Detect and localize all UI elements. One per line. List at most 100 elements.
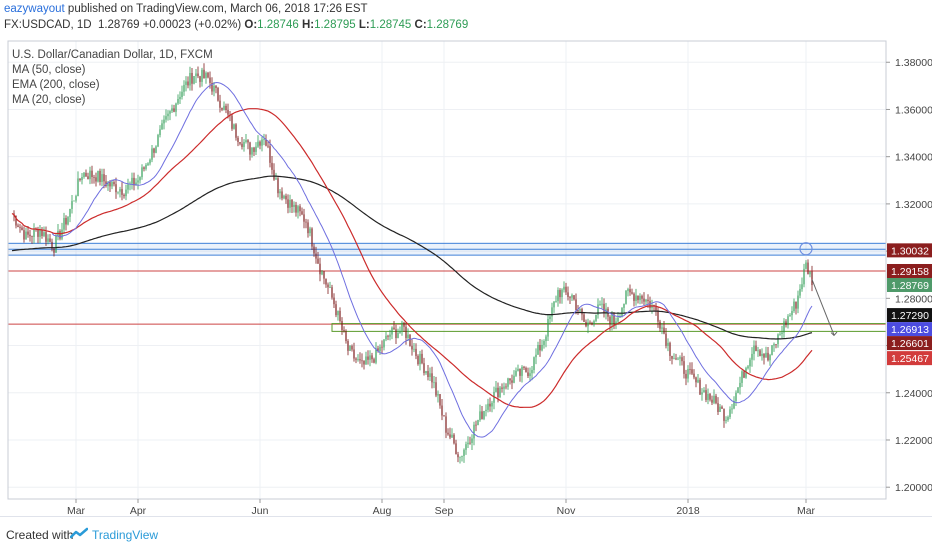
tradingview-link[interactable]: TradingView: [92, 528, 159, 542]
candle-body: [135, 182, 137, 186]
candle-body: [147, 163, 149, 165]
candle-body: [23, 230, 25, 240]
candle-body: [561, 289, 563, 298]
candle-body: [331, 287, 333, 298]
candle-body: [529, 373, 531, 377]
candle-body: [441, 405, 443, 416]
candle-body: [739, 382, 741, 388]
candle-body: [663, 327, 665, 334]
candle-body: [443, 415, 445, 417]
candle-body: [95, 177, 97, 182]
price-label-text: 1.26913: [891, 324, 929, 336]
candle-body: [313, 246, 315, 254]
y-tick-label: 1.34000: [895, 152, 932, 164]
last-price: 1.28769: [97, 19, 140, 31]
candle-body: [291, 199, 293, 207]
candle-body: [277, 178, 279, 194]
candle-body: [431, 373, 433, 383]
open-label: O:: [244, 19, 258, 31]
candle-body: [765, 352, 767, 358]
candle-body: [811, 271, 813, 286]
candle-body: [351, 346, 353, 350]
candle-body: [75, 196, 77, 201]
candle-body: [797, 295, 799, 309]
ohlc-readout: FX:USDCAD, 1D 1.28769 +0.00023 (+0.02%) …: [4, 19, 468, 31]
candle-body: [211, 82, 213, 92]
candle-body: [217, 87, 219, 101]
candle-body: [193, 76, 195, 84]
candle-body: [465, 444, 467, 450]
candle-body: [805, 262, 807, 269]
candle-body: [495, 387, 497, 392]
candle-body: [673, 358, 675, 360]
candle-body: [139, 177, 141, 181]
highlight-circle: [799, 242, 813, 256]
candle-body: [621, 307, 623, 317]
candle-body: [249, 142, 251, 155]
candle-body: [405, 326, 407, 338]
candle-body: [577, 310, 579, 311]
candle-body: [257, 141, 259, 147]
y-tick-label: 1.22000: [895, 435, 932, 447]
candle-body: [165, 116, 167, 120]
x-tick-label: Mar: [67, 505, 86, 516]
candle-body: [93, 176, 95, 178]
author-link[interactable]: eazywayout: [4, 3, 65, 15]
candle-body: [183, 84, 185, 92]
candle-body: [491, 402, 493, 407]
candle-body: [665, 333, 667, 346]
candle-body: [641, 295, 643, 299]
candle-body: [65, 218, 67, 225]
candle-body: [207, 72, 209, 78]
candle-body: [527, 372, 529, 377]
candle-body: [591, 322, 593, 325]
chart-header: eazywayout published on TradingView.com,…: [0, 0, 932, 36]
high-value: 1.28795: [314, 19, 356, 31]
candle-body: [29, 234, 31, 237]
candle-body: [413, 348, 415, 350]
candle-body: [55, 235, 57, 253]
candle-body: [503, 386, 505, 389]
candle-body: [437, 394, 439, 396]
candle-body: [771, 345, 773, 356]
candle-body: [757, 350, 759, 352]
candle-body: [773, 344, 775, 346]
ema200-line: [11, 175, 813, 340]
candle-body: [283, 195, 285, 199]
y-tick-label: 1.32000: [895, 199, 932, 211]
price-change: +0.00023 (+0.02%): [142, 19, 242, 31]
candle-body: [39, 229, 41, 237]
price-label-box: [887, 322, 932, 337]
symbol-label: FX:USDCAD, 1D: [4, 19, 92, 31]
price-label-box: [887, 336, 932, 351]
x-tick-label: Apr: [130, 505, 147, 516]
arrow-head: [830, 331, 838, 337]
candle-body: [197, 73, 199, 77]
candle-body: [453, 434, 455, 444]
candle-body: [489, 403, 491, 407]
candle-body: [107, 182, 109, 187]
candle-body: [235, 124, 237, 138]
candle-body: [695, 377, 697, 383]
candle-body: [113, 182, 115, 185]
price-chart[interactable]: 1.380001.360001.340001.320001.300001.280…: [0, 36, 932, 516]
candle-body: [481, 411, 483, 419]
candle-body: [521, 366, 523, 376]
candle-body: [799, 289, 801, 296]
candle-body: [269, 146, 271, 163]
price-label-box: [887, 277, 932, 292]
candle-body: [67, 216, 69, 225]
candle-body: [789, 315, 791, 317]
candle-body: [347, 341, 349, 351]
candle-body: [247, 140, 249, 143]
created-with-text: Created with: [6, 528, 74, 542]
candle-body: [265, 139, 267, 146]
candle-body: [73, 200, 75, 202]
candle-body: [595, 314, 597, 321]
candle-body: [125, 189, 127, 197]
candle-body: [111, 182, 113, 187]
candle-body: [573, 295, 575, 300]
candle-body: [77, 178, 79, 197]
candle-body: [101, 174, 103, 182]
candle-body: [705, 390, 707, 400]
